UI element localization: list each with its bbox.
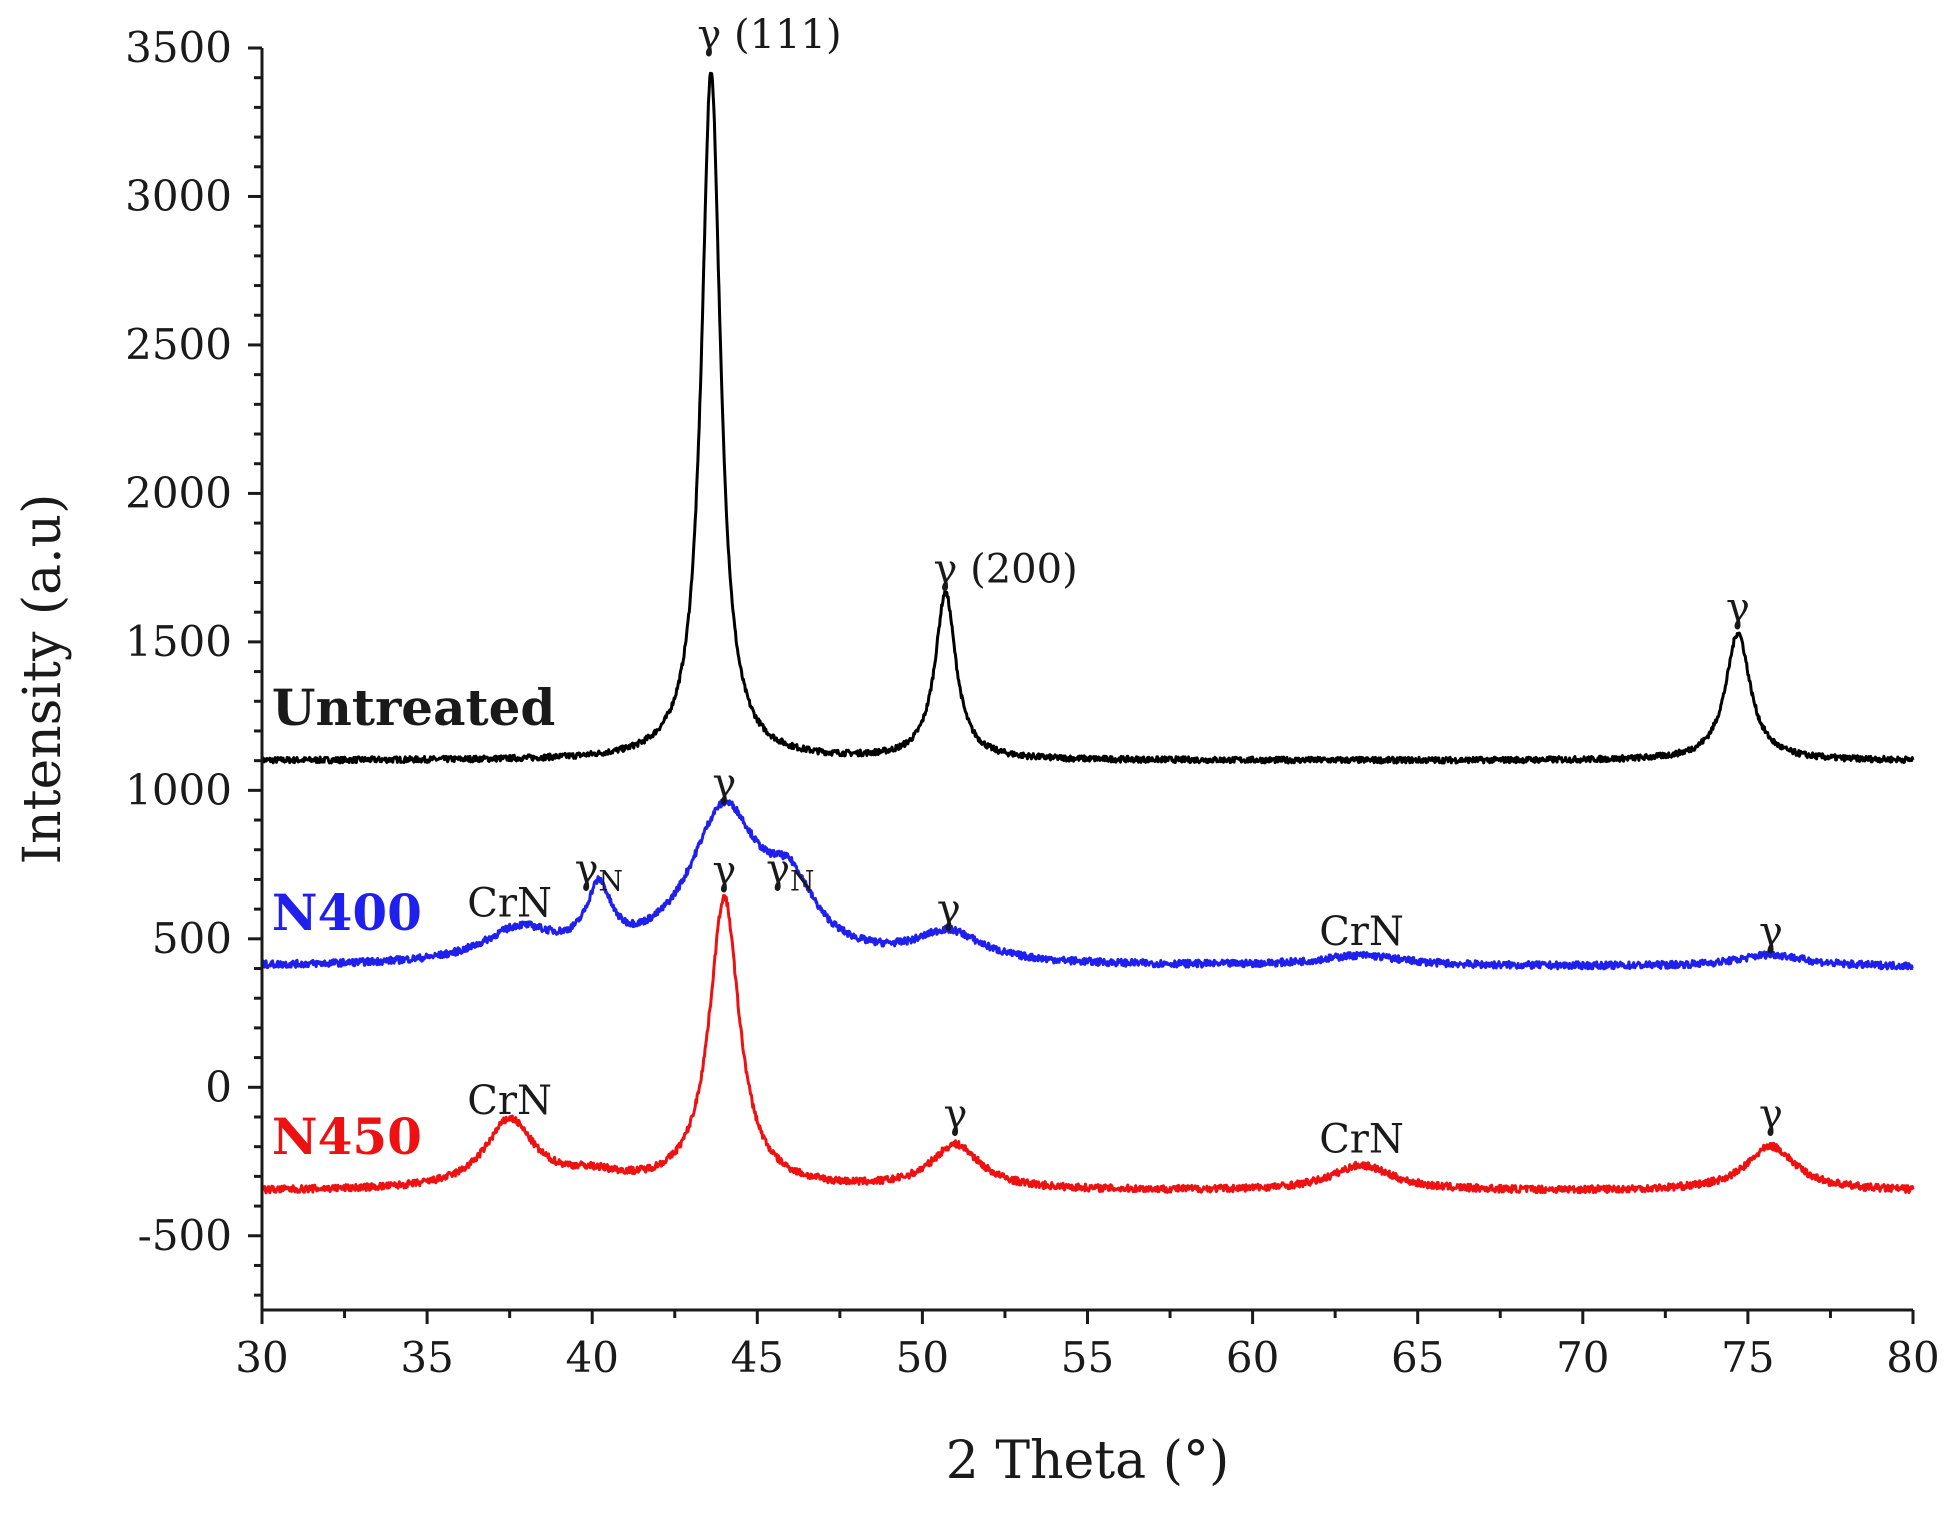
x-tick-label: 50: [896, 1333, 949, 1382]
series-line-n400: [261, 798, 1914, 971]
y-axis-title: Intensity (a.u): [13, 494, 73, 865]
peak-annotation: CrN: [1319, 909, 1404, 955]
x-tick-label: 40: [565, 1333, 618, 1382]
x-axis-title: 2 Theta (°): [946, 1431, 1230, 1491]
y-tick-label: 2000: [125, 468, 232, 517]
peak-annotation: CrN: [1319, 1117, 1404, 1163]
peak-annotation: γ: [1726, 585, 1750, 631]
x-tick-label: 70: [1556, 1333, 1609, 1382]
annotation-subscript: N: [790, 864, 815, 897]
y-tick-label: 1000: [125, 765, 232, 814]
y-tick-label: 3000: [125, 171, 232, 220]
axes-layer: 30 35 40 45 50 55 60 65 70 75 80 -500 0 500 1000 1500 20…: [125, 23, 1940, 1382]
series-label-n450: N450: [272, 1107, 422, 1166]
peak-annotation: γ: [937, 886, 961, 932]
x-tick-label: 65: [1391, 1333, 1444, 1382]
label-layer: 2 Theta (°) Intensity (a.u) Untreated N4…: [13, 12, 1783, 1491]
x-tick-label: 60: [1226, 1333, 1279, 1382]
x-tick-label: 35: [400, 1333, 453, 1382]
peak-annotation: γ: [1759, 1091, 1783, 1137]
x-tick-label: 45: [731, 1333, 784, 1382]
y-tick-label: 1500: [125, 617, 232, 666]
peak-annotation: γ: [1759, 909, 1783, 955]
y-tick-label: 500: [152, 914, 232, 963]
peak-annotation: γ (200): [934, 546, 1078, 592]
peak-annotation: γN: [766, 846, 814, 897]
y-tick-label: 3500: [125, 23, 232, 72]
peak-annotation: γ: [943, 1091, 967, 1137]
series-label-n400: N400: [272, 883, 422, 942]
x-tick-label: 55: [1061, 1333, 1114, 1382]
series-line-n450: [261, 894, 1915, 1195]
x-tick-label: 30: [235, 1333, 288, 1382]
y-tick-label: -500: [138, 1211, 232, 1260]
series-label-untreated: Untreated: [272, 678, 555, 737]
peak-annotation: γ: [712, 848, 736, 894]
x-tick-label: 75: [1721, 1333, 1774, 1382]
peak-annotation: γN: [575, 846, 623, 897]
series-line-untreated: [260, 71, 1915, 765]
series-layer: [260, 71, 1915, 1195]
y-tick-label: 0: [205, 1062, 232, 1111]
peak-annotation: CrN: [467, 881, 552, 927]
annotation-subscript: N: [599, 864, 624, 897]
peak-annotation: γ: [712, 760, 736, 806]
y-tick-label: 2500: [125, 320, 232, 369]
peak-annotation: CrN: [467, 1078, 552, 1124]
x-tick-label: 80: [1886, 1333, 1939, 1382]
peak-annotation: γ (111): [697, 12, 841, 58]
